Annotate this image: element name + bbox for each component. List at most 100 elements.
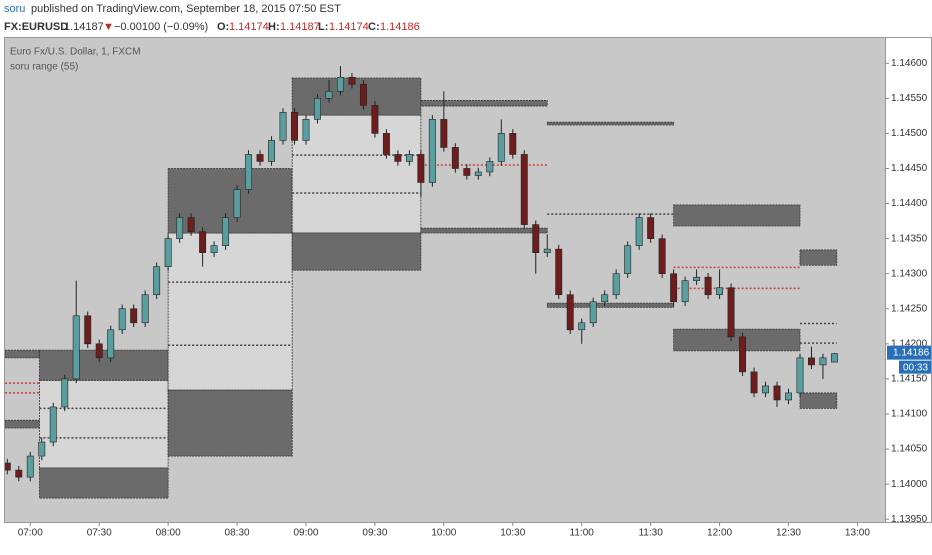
x-tick-label: 12:00 (707, 528, 732, 539)
candle-body (647, 217, 655, 239)
candle-body (440, 119, 448, 148)
price-axis (885, 37, 932, 523)
candle-body (302, 119, 310, 141)
candle-body (405, 154, 413, 162)
candle-body (428, 119, 436, 183)
price-tag-bg (887, 345, 931, 360)
candle-body (26, 455, 34, 478)
candle-body (497, 133, 505, 162)
candle-body (336, 76, 344, 92)
candle-body (314, 98, 321, 120)
author[interactable]: soru (4, 3, 25, 15)
range-box (799, 392, 838, 409)
l-value: 1.14174 (329, 21, 369, 33)
candle-body (589, 301, 597, 324)
x-tick-label: 09:00 (293, 528, 318, 539)
candle-body (451, 147, 459, 169)
x-tick-label: 12:30 (776, 528, 801, 539)
candle-body (417, 154, 425, 183)
candle-body (222, 217, 230, 246)
y-tick-label: 1.14100 (891, 409, 928, 420)
candle-body (279, 112, 287, 141)
candle-body (612, 273, 620, 296)
candle-body (601, 294, 609, 303)
o-value: 1.14174 (229, 21, 269, 33)
x-tick-label: 13:00 (845, 528, 870, 539)
candle-body (785, 392, 792, 401)
candle-body (474, 171, 482, 176)
x-tick-label: 11:00 (570, 528, 595, 539)
x-tick-label: 08:30 (225, 528, 250, 539)
change: −0.00100 (−0.09%) (114, 21, 208, 33)
range-box (420, 100, 548, 107)
last-price: 1.14187 (64, 21, 104, 33)
range-box (39, 467, 169, 499)
range-box (39, 379, 169, 469)
candle-body (61, 378, 69, 408)
candle-body (624, 245, 632, 274)
range-box (5, 419, 40, 429)
candle-body (49, 406, 57, 443)
candle-body (382, 133, 390, 155)
candle-body (520, 154, 528, 225)
candle-body (566, 294, 574, 331)
range-box (546, 302, 675, 308)
y-tick-label: 1.14050 (891, 444, 928, 455)
symbol: FX:EURUSD (4, 21, 68, 33)
range-box (673, 328, 801, 352)
y-tick-label: 1.14450 (891, 163, 928, 174)
y-tick-label: 1.14350 (891, 233, 928, 244)
candle-body (141, 294, 149, 324)
candle-body (681, 280, 689, 303)
x-tick-label: 08:00 (156, 528, 181, 539)
candle-body (153, 266, 161, 296)
range-box (291, 77, 422, 116)
candle-body (693, 276, 701, 282)
countdown-bg (899, 360, 931, 374)
candle-body (72, 315, 80, 380)
y-tick-label: 1.14600 (891, 58, 928, 69)
y-tick-label: 1.14150 (891, 374, 928, 385)
c-label: C: (368, 21, 380, 33)
c-value: 1.14186 (380, 21, 420, 33)
candle-body (291, 112, 298, 141)
published: published on TradingView.com, September … (31, 3, 341, 15)
y-tick-label: 1.14550 (891, 93, 928, 104)
candle-body (187, 217, 195, 232)
x-tick-label: 11:30 (638, 528, 663, 539)
candle-body (555, 248, 563, 296)
candle-body (130, 308, 138, 324)
x-tick-label: 10:00 (431, 528, 456, 539)
x-tick-label: 10:30 (500, 528, 525, 539)
price-tag: 1.14186 (893, 347, 930, 358)
candle-body (256, 154, 264, 162)
h-label: H: (268, 21, 280, 33)
range-box (673, 204, 801, 227)
candle-body (95, 343, 103, 359)
candle-body (38, 441, 46, 457)
candle-body (796, 357, 804, 394)
candle-body (486, 161, 494, 173)
candle-body (532, 224, 540, 253)
candle-body (750, 371, 758, 394)
candle-body (394, 154, 402, 162)
candle-body (118, 308, 126, 331)
candle-body (463, 168, 471, 176)
candle-body (808, 357, 815, 366)
y-tick-label: 1.14200 (891, 338, 928, 349)
candle-body (830, 353, 838, 363)
candle-body (84, 315, 92, 345)
range-box (5, 349, 40, 359)
y-tick-label: 1.14500 (891, 128, 928, 139)
x-tick-label: 09:30 (362, 528, 387, 539)
candle-body (819, 357, 827, 366)
x-tick-label: 07:30 (87, 528, 112, 539)
range-box (546, 121, 675, 126)
candle-body (359, 83, 367, 106)
y-tick-label: 1.14250 (891, 303, 928, 314)
candle-body (635, 217, 643, 246)
range-box (39, 349, 169, 381)
y-tick-label: 1.13950 (891, 514, 928, 525)
candle-body (210, 245, 218, 253)
